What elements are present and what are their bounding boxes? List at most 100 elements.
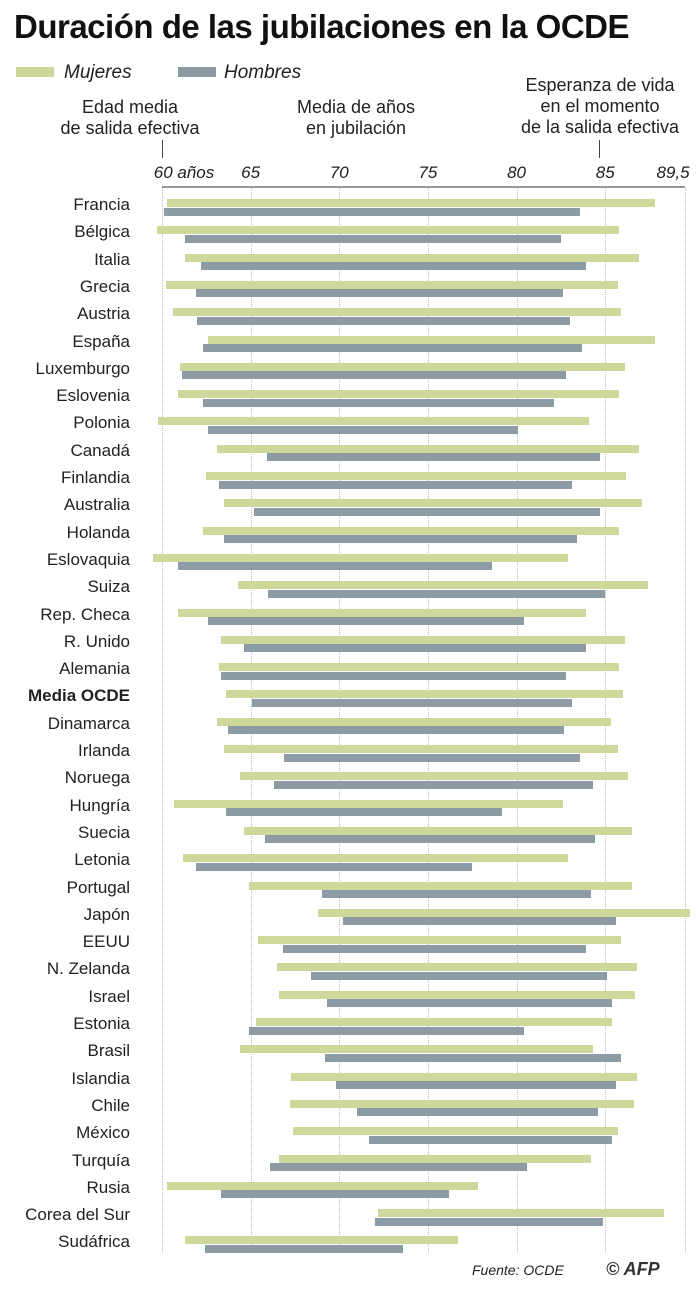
category-label: R. Unido <box>64 632 130 652</box>
x-tick-label: 89,5 <box>656 163 689 183</box>
bar-women <box>249 882 632 890</box>
bar-men <box>270 1163 527 1171</box>
header-start-line: de salida efectiva <box>30 118 230 139</box>
bar-men <box>267 453 600 461</box>
bar-women <box>208 336 655 344</box>
category-label: Grecia <box>80 277 130 297</box>
bar-women <box>166 281 618 289</box>
category-label: N. Zelanda <box>47 959 130 979</box>
bar-men <box>182 371 567 379</box>
category-label: Japón <box>84 905 130 925</box>
bar-women <box>180 363 625 371</box>
header-end: Esperanza de vida en el momento de la sa… <box>480 75 700 138</box>
bar-women <box>258 936 621 944</box>
header-middle-line: en jubilación <box>266 118 446 139</box>
bar-men <box>203 344 582 352</box>
bar-women <box>158 417 589 425</box>
bar-women <box>167 1182 477 1190</box>
bar-men <box>178 562 492 570</box>
category-label: Noruega <box>65 768 130 788</box>
category-label: Brasil <box>87 1041 130 1061</box>
header-end-line: en el momento <box>480 96 700 117</box>
category-label: Islandia <box>71 1069 130 1089</box>
bar-men <box>244 644 586 652</box>
bar-women <box>291 1073 637 1081</box>
chart-root: Duración de las jubilaciones en la OCDE … <box>0 0 700 1289</box>
bar-women <box>153 554 568 562</box>
x-tick-label: 70 <box>330 163 349 183</box>
category-label: Holanda <box>67 523 130 543</box>
bar-men <box>164 208 581 216</box>
source-note: Fuente: OCDE <box>472 1262 564 1278</box>
bar-women <box>279 991 635 999</box>
bar-women <box>224 745 618 753</box>
bar-women <box>240 772 628 780</box>
bar-women <box>244 827 632 835</box>
x-axis-line <box>162 186 685 188</box>
bar-men <box>311 972 607 980</box>
bar-women <box>240 1045 593 1053</box>
legend-swatch-women <box>16 67 54 77</box>
category-label: Finlandia <box>61 468 130 488</box>
afp-logo: © AFP <box>606 1259 660 1280</box>
category-label: Rep. Checa <box>40 605 130 625</box>
bar-men <box>221 672 567 680</box>
bar-men <box>322 890 591 898</box>
bar-men <box>203 399 554 407</box>
category-label: Hungría <box>70 796 130 816</box>
bar-men <box>265 835 595 843</box>
bar-men <box>357 1108 598 1116</box>
bar-women <box>206 472 626 480</box>
chart-title: Duración de las jubilaciones en la OCDE <box>14 8 629 46</box>
bar-women <box>183 854 568 862</box>
bar-women <box>178 390 619 398</box>
category-label: Canadá <box>70 441 130 461</box>
bar-men <box>283 945 586 953</box>
header-start-pointer <box>162 140 163 158</box>
bar-women <box>157 226 620 234</box>
bar-women <box>256 1018 612 1026</box>
category-label: Australia <box>64 495 130 515</box>
bar-women <box>185 254 639 262</box>
header-middle-line: Media de años <box>266 97 446 118</box>
category-label: Italia <box>94 250 130 270</box>
bar-women <box>178 609 586 617</box>
bar-men <box>197 317 569 325</box>
legend-label-men: Hombres <box>224 62 301 84</box>
bar-women <box>173 308 622 316</box>
bar-men <box>274 781 593 789</box>
bar-men <box>219 481 572 489</box>
bar-women <box>318 909 690 917</box>
category-label: Estonia <box>73 1014 130 1034</box>
bar-women <box>219 663 620 671</box>
category-label: Chile <box>91 1096 130 1116</box>
category-label: Dinamarca <box>48 714 130 734</box>
bar-women <box>185 1236 458 1244</box>
bar-women <box>238 581 648 589</box>
category-label: Eslovenia <box>56 386 130 406</box>
x-tick-label: 85 <box>596 163 615 183</box>
bar-men <box>196 289 563 297</box>
bar-men <box>252 699 571 707</box>
x-tick-label: 65 <box>241 163 260 183</box>
category-label: Eslovaquia <box>47 550 130 570</box>
bar-women <box>221 636 625 644</box>
gridline <box>685 188 686 1253</box>
bar-women <box>226 690 623 698</box>
header-end-line: de la salida efectiva <box>480 117 700 138</box>
bar-men <box>327 999 612 1007</box>
header-end-line: Esperanza de vida <box>480 75 700 96</box>
category-label: Israel <box>88 987 130 1007</box>
bar-men <box>185 235 561 243</box>
category-label: Francia <box>73 195 130 215</box>
category-label: Luxemburgo <box>35 359 130 379</box>
category-label: Letonia <box>74 850 130 870</box>
category-label: Austria <box>77 304 130 324</box>
bar-men <box>369 1136 612 1144</box>
x-tick-label: 60 años <box>154 163 215 183</box>
category-label: México <box>76 1123 130 1143</box>
bar-men <box>284 754 580 762</box>
header-start: Edad media de salida efectiva <box>30 97 230 139</box>
bar-women <box>378 1209 663 1217</box>
bar-women <box>293 1127 617 1135</box>
